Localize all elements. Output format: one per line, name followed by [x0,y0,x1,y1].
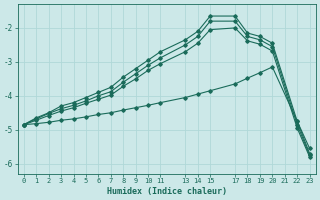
X-axis label: Humidex (Indice chaleur): Humidex (Indice chaleur) [107,187,227,196]
